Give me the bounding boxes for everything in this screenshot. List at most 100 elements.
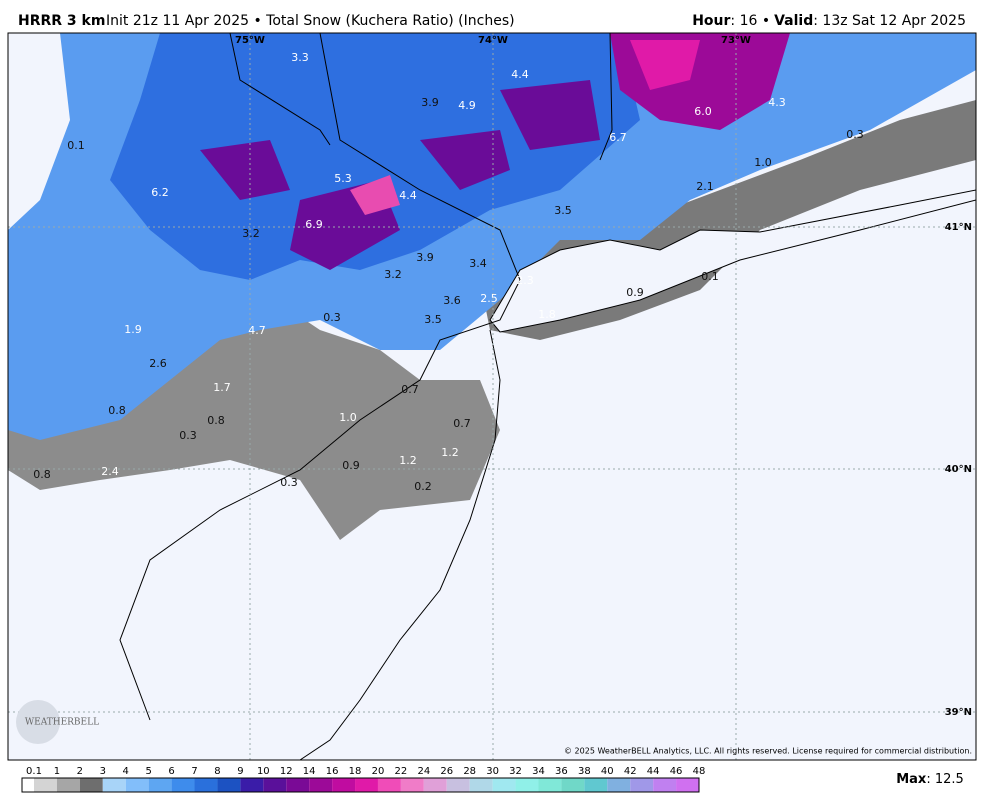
snow-amount: 4.9 [458, 99, 476, 112]
legend-swatch [607, 778, 631, 792]
snow-amount: 0.7 [453, 417, 471, 430]
snow-amount: 6.9 [305, 218, 323, 231]
legend-tick: 3 [100, 766, 106, 777]
legend-swatch [538, 778, 562, 792]
legend-tick: 34 [532, 766, 545, 777]
logo-globe [16, 700, 60, 744]
snow-magenta [350, 175, 400, 215]
snow-amount: 0.1 [67, 139, 85, 152]
longitude-label: 75°W [235, 35, 265, 46]
longitude-label: 73°W [721, 35, 751, 46]
legend-tick: 7 [191, 766, 197, 777]
legend-swatch [377, 778, 401, 792]
legend-swatch [446, 778, 470, 792]
latitude-label: 39°N [945, 707, 972, 718]
snow-amount: 3.9 [421, 96, 439, 109]
state-border [229, 33, 613, 161]
snow-amount: 3.5 [424, 313, 442, 326]
snow-amount: 1.0 [339, 411, 357, 424]
legend-tick: 44 [647, 766, 660, 777]
legend-swatch [309, 778, 333, 792]
legend-tick: 22 [395, 766, 408, 777]
legend-tick: 18 [349, 766, 362, 777]
legend-tick: 4 [123, 766, 129, 777]
legend-swatch [400, 778, 424, 792]
map-area: WEATHERBELL [8, 33, 976, 760]
valid-label: Valid [774, 13, 813, 29]
hour-label: Hour [692, 13, 730, 29]
legend-tick: 26 [440, 766, 453, 777]
legend-swatch [171, 778, 195, 792]
snow-amount: 0.2 [414, 480, 432, 493]
graticule [8, 33, 976, 760]
legend-swatch [653, 778, 677, 792]
legend-tick: 10 [257, 766, 270, 777]
snow-amount: 3.2 [242, 227, 260, 240]
legend-swatch [332, 778, 356, 792]
legend-swatch [125, 778, 149, 792]
snow-amount: 2.6 [149, 357, 167, 370]
snow-amount: 6.7 [609, 131, 627, 144]
legend-tick: 38 [578, 766, 591, 777]
snow-amount: 2.1 [696, 180, 714, 193]
snow-amount: 0.7 [401, 383, 419, 396]
legend-tick: 48 [693, 766, 706, 777]
latitude-label: 41°N [945, 222, 972, 233]
legend-tick: 36 [555, 766, 568, 777]
legend-tick: 42 [624, 766, 637, 777]
snow-purple [200, 80, 600, 270]
hour-value: : 16 • [730, 13, 770, 29]
model: HRRR 3 km [18, 13, 105, 29]
legend-swatch [240, 778, 264, 792]
legend-swatch [34, 778, 57, 792]
latitude-label: 40°N [945, 464, 972, 475]
legend-swatch [630, 778, 654, 792]
legend-tick: 30 [486, 766, 499, 777]
snow-amount: 0.8 [207, 414, 225, 427]
valid-time: Hour: 16 • Valid: 13z Sat 12 Apr 2025 [692, 13, 966, 29]
snow-amount: 3.2 [384, 268, 402, 281]
snow-amount: 0.1 [701, 270, 719, 283]
snow-amount: 0.9 [626, 286, 644, 299]
max: Max: 12.5 [896, 772, 964, 787]
snow-amount: 0.3 [323, 311, 341, 324]
snow-amount: 4.4 [511, 68, 529, 81]
snow-amount: 4.3 [768, 96, 786, 109]
snow-amount: 1.7 [213, 381, 231, 394]
legend-swatch [355, 778, 378, 792]
legend-swatch [286, 778, 310, 792]
description: Init 21z 11 Apr 2025 • Total Snow (Kuche… [106, 13, 515, 29]
legend-tick: 28 [463, 766, 476, 777]
snow-amount: 4.7 [248, 324, 266, 337]
legend-swatch [22, 778, 34, 792]
legend-swatch [676, 778, 699, 792]
legend-swatch [79, 778, 103, 792]
max-label: Max [896, 772, 927, 787]
legend-swatch [217, 778, 241, 792]
snow-amount: 3.5 [554, 204, 572, 217]
legend-tick: 1 [54, 766, 60, 777]
legend-tick: 0.1 [26, 766, 42, 777]
legend-frame [21, 777, 700, 793]
legend-tick: 14 [303, 766, 316, 777]
state-border [119, 33, 521, 721]
legend-swatch [515, 778, 539, 792]
legend-swatch [492, 778, 516, 792]
snow-amount: 2.3 [516, 274, 534, 287]
snow-amount: 0.3 [179, 429, 197, 442]
snow-amount: 6.0 [694, 105, 712, 118]
long-island [489, 189, 976, 333]
snow-amount: 5.3 [334, 172, 352, 185]
legend-swatch [469, 778, 493, 792]
legend-swatch [102, 778, 126, 792]
legend-tick: 6 [168, 766, 174, 777]
snow-amount: 2.4 [101, 465, 119, 478]
legend-swatch [423, 778, 447, 792]
logo: WEATHERBELL [25, 718, 99, 728]
valid-value: : 13z Sat 12 Apr 2025 [813, 13, 966, 29]
legend-swatch [263, 778, 287, 792]
legend-tick: 2 [77, 766, 83, 777]
snow-amount: 0.9 [342, 459, 360, 472]
snow-amount: 3.9 [416, 251, 434, 264]
